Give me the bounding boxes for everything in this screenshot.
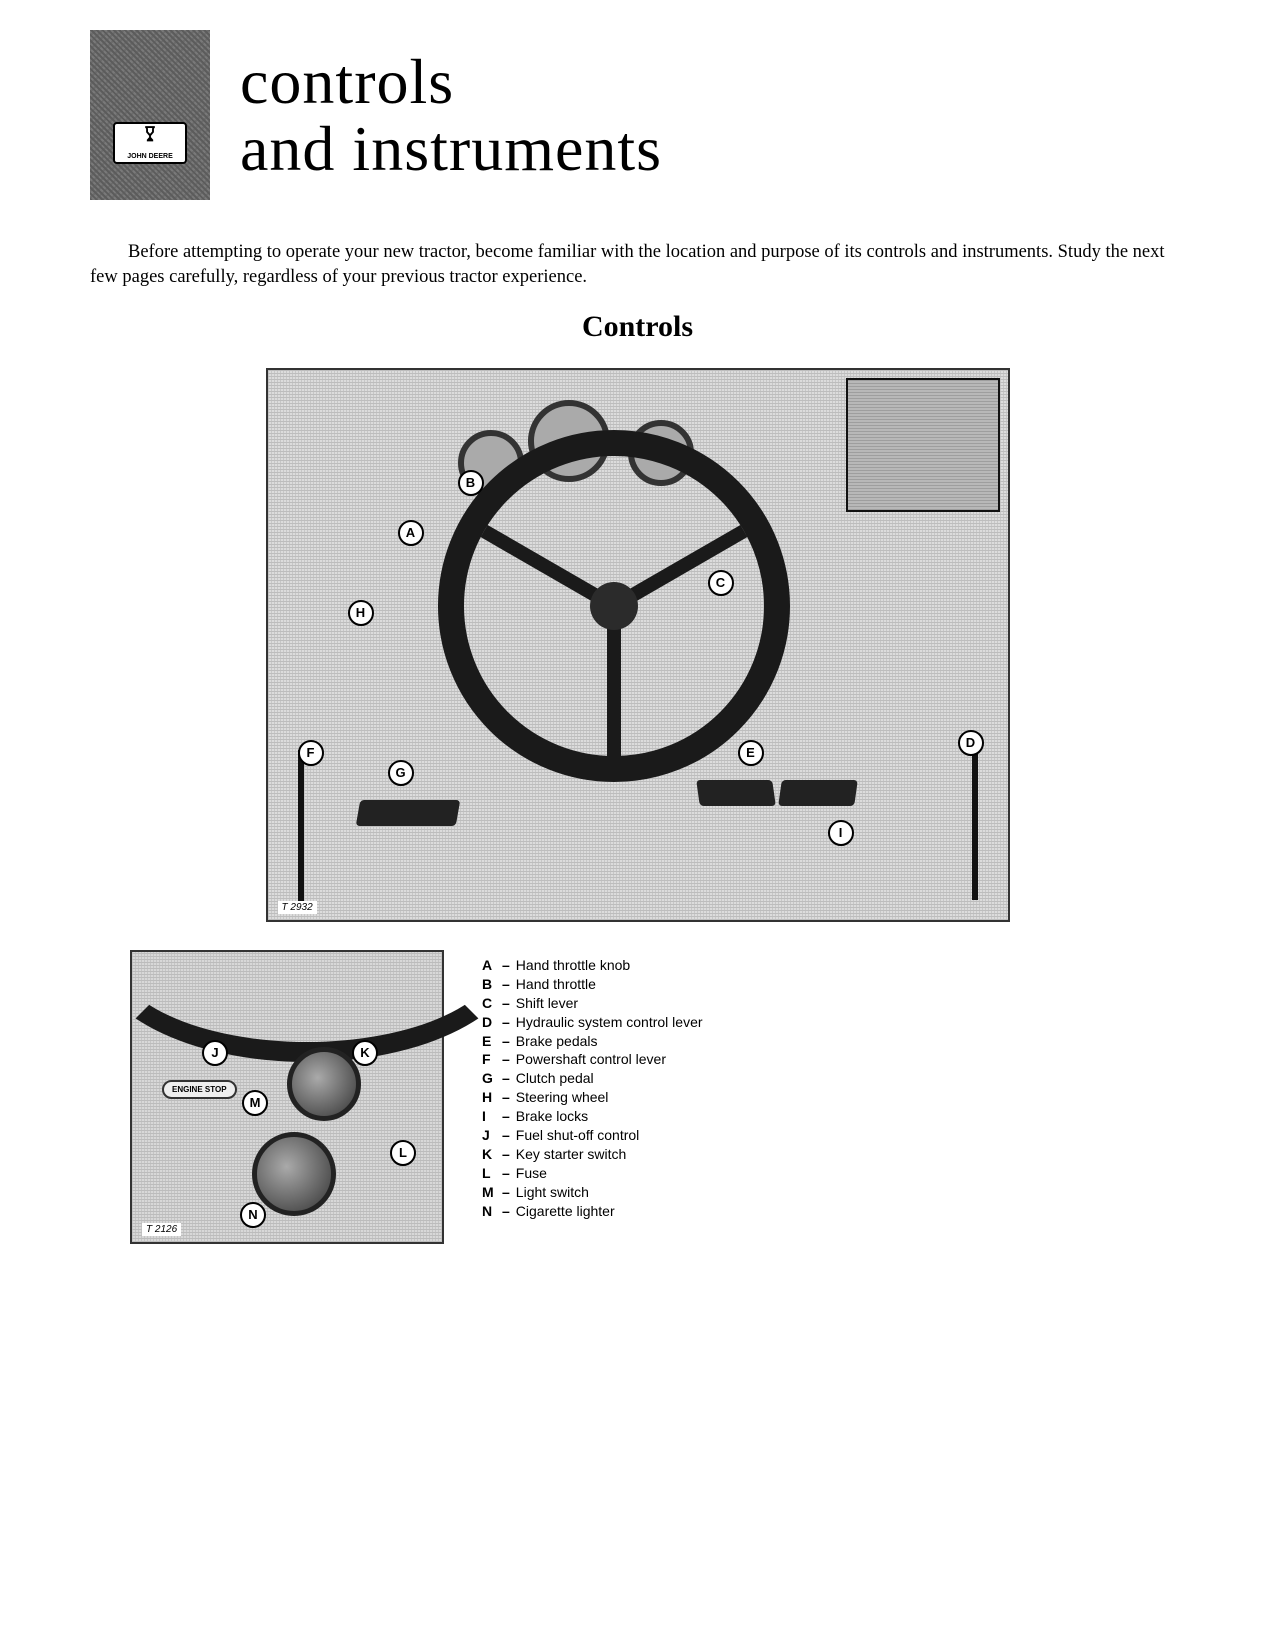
callout-a: A <box>398 520 424 546</box>
legend-text: Key starter switch <box>516 1145 626 1164</box>
legend-text: Clutch pedal <box>516 1069 594 1088</box>
legend-text: Fuse <box>516 1164 547 1183</box>
legend-text: Hand throttle knob <box>516 956 630 975</box>
main-controls-figure: T 2932 ABCDEFGHI <box>266 368 1010 922</box>
john-deere-badge: 𐃯 JOHN DEERE <box>113 122 187 164</box>
legend-text: Fuel shut-off control <box>516 1126 639 1145</box>
lower-controls-figure: ENGINE STOP T 2126 J K L M N <box>130 950 444 1244</box>
legend-key: E <box>482 1032 496 1051</box>
legend-key: L <box>482 1164 496 1183</box>
legend-dash: – <box>502 1107 510 1126</box>
callout-k: K <box>352 1040 378 1066</box>
engine-stop-label: ENGINE STOP <box>162 1080 237 1099</box>
controls-legend: A–Hand throttle knobB–Hand throttleC–Shi… <box>482 950 703 1220</box>
page-title: controls and instruments <box>240 48 662 182</box>
callout-m: M <box>242 1090 268 1116</box>
inset-detail <box>846 378 1000 512</box>
callout-c: C <box>708 570 734 596</box>
legend-key: I <box>482 1107 496 1126</box>
legend-text: Cigarette lighter <box>516 1202 615 1221</box>
legend-row: E–Brake pedals <box>482 1032 703 1051</box>
legend-dash: – <box>502 1202 510 1221</box>
legend-key: N <box>482 1202 496 1221</box>
control-knob-icon <box>287 1047 361 1121</box>
page: 𐃯 JOHN DEERE controls and instruments Be… <box>0 0 1275 1274</box>
legend-dash: – <box>502 1088 510 1107</box>
callout-n: N <box>240 1202 266 1228</box>
legend-row: G–Clutch pedal <box>482 1069 703 1088</box>
legend-dash: – <box>502 1126 510 1145</box>
callout-b: B <box>458 470 484 496</box>
lower-row: ENGINE STOP T 2126 JKLMN A–Hand throttle… <box>130 950 1185 1244</box>
callout-f: F <box>298 740 324 766</box>
legend-text: Steering wheel <box>516 1088 609 1107</box>
legend-row: K–Key starter switch <box>482 1145 703 1164</box>
logo-brand-text: JOHN DEERE <box>127 153 173 160</box>
legend-dash: – <box>502 1164 510 1183</box>
header: 𐃯 JOHN DEERE controls and instruments <box>90 30 1185 200</box>
legend-key: D <box>482 1013 496 1032</box>
steering-wheel-icon <box>438 430 790 782</box>
figure-number: T 2126 <box>142 1223 181 1236</box>
callout-h: H <box>348 600 374 626</box>
legend-row: M–Light switch <box>482 1183 703 1202</box>
legend-row: H–Steering wheel <box>482 1088 703 1107</box>
legend-dash: – <box>502 1145 510 1164</box>
wheel-hub <box>590 582 638 630</box>
legend-dash: – <box>502 1069 510 1088</box>
legend-row: N–Cigarette lighter <box>482 1202 703 1221</box>
legend-key: M <box>482 1183 496 1202</box>
legend-row: L–Fuse <box>482 1164 703 1183</box>
intro-paragraph: Before attempting to operate your new tr… <box>90 240 1185 290</box>
legend-text: Shift lever <box>516 994 578 1013</box>
control-knob-icon <box>252 1132 336 1216</box>
legend-dash: – <box>502 1050 510 1069</box>
callout-g: G <box>388 760 414 786</box>
legend-row: F–Powershaft control lever <box>482 1050 703 1069</box>
legend-text: Hand throttle <box>516 975 596 994</box>
logo-texture <box>90 30 210 200</box>
legend-key: K <box>482 1145 496 1164</box>
callout-i: I <box>828 820 854 846</box>
legend-dash: – <box>502 1013 510 1032</box>
brake-pedal-icon <box>696 780 776 806</box>
legend-key: G <box>482 1069 496 1088</box>
deer-icon: 𐃯 <box>145 126 156 144</box>
legend-text: Brake pedals <box>516 1032 598 1051</box>
brake-pedal-icon <box>778 780 858 806</box>
logo-block: 𐃯 JOHN DEERE <box>90 30 210 200</box>
wheel-arc-icon <box>92 842 522 1062</box>
title-line-1: controls <box>240 48 662 115</box>
legend-text: Powershaft control lever <box>516 1050 666 1069</box>
legend-dash: – <box>502 1032 510 1051</box>
callout-l: L <box>390 1140 416 1166</box>
legend-text: Hydraulic system control lever <box>516 1013 703 1032</box>
callout-d: D <box>958 730 984 756</box>
legend-row: J–Fuel shut-off control <box>482 1126 703 1145</box>
lever-icon <box>972 750 978 900</box>
legend-key: J <box>482 1126 496 1145</box>
legend-text: Light switch <box>516 1183 589 1202</box>
callout-e: E <box>738 740 764 766</box>
clutch-pedal-icon <box>355 800 460 826</box>
legend-row: D–Hydraulic system control lever <box>482 1013 703 1032</box>
legend-key: F <box>482 1050 496 1069</box>
legend-key: H <box>482 1088 496 1107</box>
callout-j: J <box>202 1040 228 1066</box>
legend-dash: – <box>502 1183 510 1202</box>
section-heading: Controls <box>90 310 1185 344</box>
title-line-2: and instruments <box>240 115 662 182</box>
legend-text: Brake locks <box>516 1107 588 1126</box>
legend-row: C–Shift lever <box>482 994 703 1013</box>
legend-row: I–Brake locks <box>482 1107 703 1126</box>
